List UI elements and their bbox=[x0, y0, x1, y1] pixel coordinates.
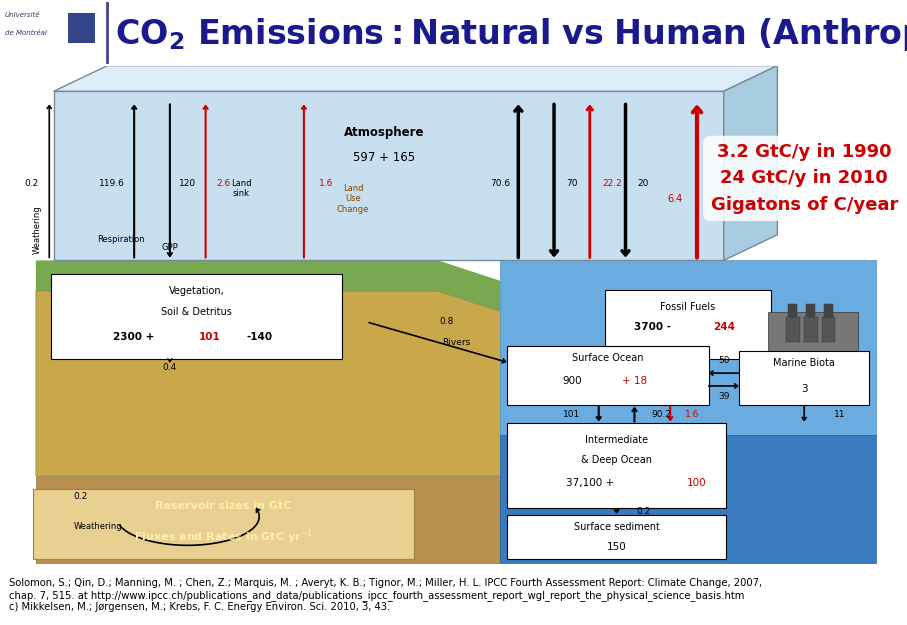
Text: -140: -140 bbox=[246, 332, 272, 342]
Text: 37,100 +: 37,100 + bbox=[566, 478, 614, 488]
Text: 11: 11 bbox=[834, 409, 845, 419]
Text: 50: 50 bbox=[718, 356, 729, 365]
Text: 2.6: 2.6 bbox=[217, 179, 230, 188]
Text: Rivers: Rivers bbox=[442, 338, 470, 347]
Text: Fossil Fuels: Fossil Fuels bbox=[660, 301, 716, 311]
Text: GPP: GPP bbox=[161, 243, 179, 252]
Text: 6.4: 6.4 bbox=[667, 194, 682, 204]
Text: 70.6: 70.6 bbox=[491, 179, 511, 188]
Text: Atmosphere: Atmosphere bbox=[344, 126, 424, 139]
Text: Respiration: Respiration bbox=[97, 236, 144, 244]
FancyBboxPatch shape bbox=[768, 312, 858, 352]
Text: 70: 70 bbox=[566, 179, 578, 188]
Text: 20: 20 bbox=[638, 179, 649, 188]
Text: $\mathbf{CO_2}$ $\mathbf{Emissions : Natural\ vs\ Human\ (Anthropogenic\ CO_2)}$: $\mathbf{CO_2}$ $\mathbf{Emissions : Nat… bbox=[115, 16, 907, 52]
Text: Weathering: Weathering bbox=[74, 522, 122, 531]
Text: 0.2: 0.2 bbox=[636, 507, 650, 516]
FancyBboxPatch shape bbox=[507, 515, 727, 559]
Text: 0.8: 0.8 bbox=[440, 318, 454, 326]
Text: 1.6: 1.6 bbox=[319, 179, 334, 188]
Text: Soil & Detritus: Soil & Detritus bbox=[161, 307, 232, 317]
Text: Vegetation,: Vegetation, bbox=[169, 286, 225, 296]
FancyBboxPatch shape bbox=[34, 489, 414, 559]
Polygon shape bbox=[501, 434, 875, 562]
Text: 90.2: 90.2 bbox=[651, 409, 671, 419]
Text: 150: 150 bbox=[607, 542, 627, 552]
FancyBboxPatch shape bbox=[788, 304, 797, 317]
Text: & Deep Ocean: & Deep Ocean bbox=[581, 455, 652, 465]
Text: 597 + 165: 597 + 165 bbox=[353, 151, 415, 164]
Text: Land
sink: Land sink bbox=[231, 179, 251, 198]
Polygon shape bbox=[36, 261, 501, 312]
FancyBboxPatch shape bbox=[824, 304, 833, 317]
Polygon shape bbox=[501, 261, 875, 434]
FancyBboxPatch shape bbox=[605, 289, 771, 359]
Polygon shape bbox=[724, 66, 777, 261]
Text: 101: 101 bbox=[563, 409, 580, 419]
FancyBboxPatch shape bbox=[805, 317, 817, 342]
Text: 120: 120 bbox=[180, 179, 196, 188]
Polygon shape bbox=[36, 476, 501, 562]
Text: 3.2 GtC/y in 1990
24 GtC/y in 2010
Gigatons of C/year: 3.2 GtC/y in 1990 24 GtC/y in 2010 Gigat… bbox=[710, 143, 898, 214]
Text: 0.4: 0.4 bbox=[162, 364, 177, 372]
Text: 3: 3 bbox=[801, 384, 807, 394]
Polygon shape bbox=[36, 291, 501, 476]
Text: 0.2: 0.2 bbox=[24, 179, 38, 188]
FancyBboxPatch shape bbox=[786, 317, 800, 342]
Text: 0.2: 0.2 bbox=[73, 492, 88, 501]
Text: 244: 244 bbox=[713, 322, 735, 332]
FancyBboxPatch shape bbox=[739, 351, 870, 406]
Text: Marine Biota: Marine Biota bbox=[774, 358, 835, 368]
Text: + 18: + 18 bbox=[622, 376, 647, 386]
FancyBboxPatch shape bbox=[806, 304, 814, 317]
Text: 100: 100 bbox=[688, 478, 707, 488]
Text: 3700 -: 3700 - bbox=[634, 322, 671, 332]
Text: Université: Université bbox=[5, 12, 40, 18]
FancyBboxPatch shape bbox=[51, 274, 342, 359]
Text: de Montréal: de Montréal bbox=[5, 29, 46, 36]
FancyBboxPatch shape bbox=[507, 423, 727, 508]
Text: Intermediate: Intermediate bbox=[585, 435, 649, 445]
FancyBboxPatch shape bbox=[822, 317, 835, 342]
FancyBboxPatch shape bbox=[507, 346, 708, 406]
Text: Land
Use
Change: Land Use Change bbox=[336, 184, 369, 214]
Text: 900: 900 bbox=[562, 376, 581, 386]
Text: 1.6: 1.6 bbox=[686, 409, 699, 419]
Text: Solomon, S.; Qin, D.; Manning, M. ; Chen, Z.; Marquis, M. ; Averyt, K. B.; Tigno: Solomon, S.; Qin, D.; Manning, M. ; Chen… bbox=[9, 578, 762, 612]
Text: Fluxes and Rates in GtC yr$^{-1}$: Fluxes and Rates in GtC yr$^{-1}$ bbox=[134, 528, 313, 546]
Text: Reservoir sizes in GtC: Reservoir sizes in GtC bbox=[155, 501, 292, 511]
Text: Weathering: Weathering bbox=[34, 205, 42, 254]
Text: 119.6: 119.6 bbox=[99, 179, 125, 188]
Polygon shape bbox=[54, 66, 777, 91]
Text: 2300 +: 2300 + bbox=[113, 332, 155, 342]
Text: Surface sediment: Surface sediment bbox=[573, 522, 659, 532]
Polygon shape bbox=[54, 91, 724, 261]
Text: 39: 39 bbox=[718, 392, 729, 401]
FancyBboxPatch shape bbox=[68, 13, 95, 42]
Text: Surface Ocean: Surface Ocean bbox=[572, 352, 643, 362]
Text: 22.2: 22.2 bbox=[602, 179, 622, 188]
Text: 101: 101 bbox=[200, 332, 221, 342]
